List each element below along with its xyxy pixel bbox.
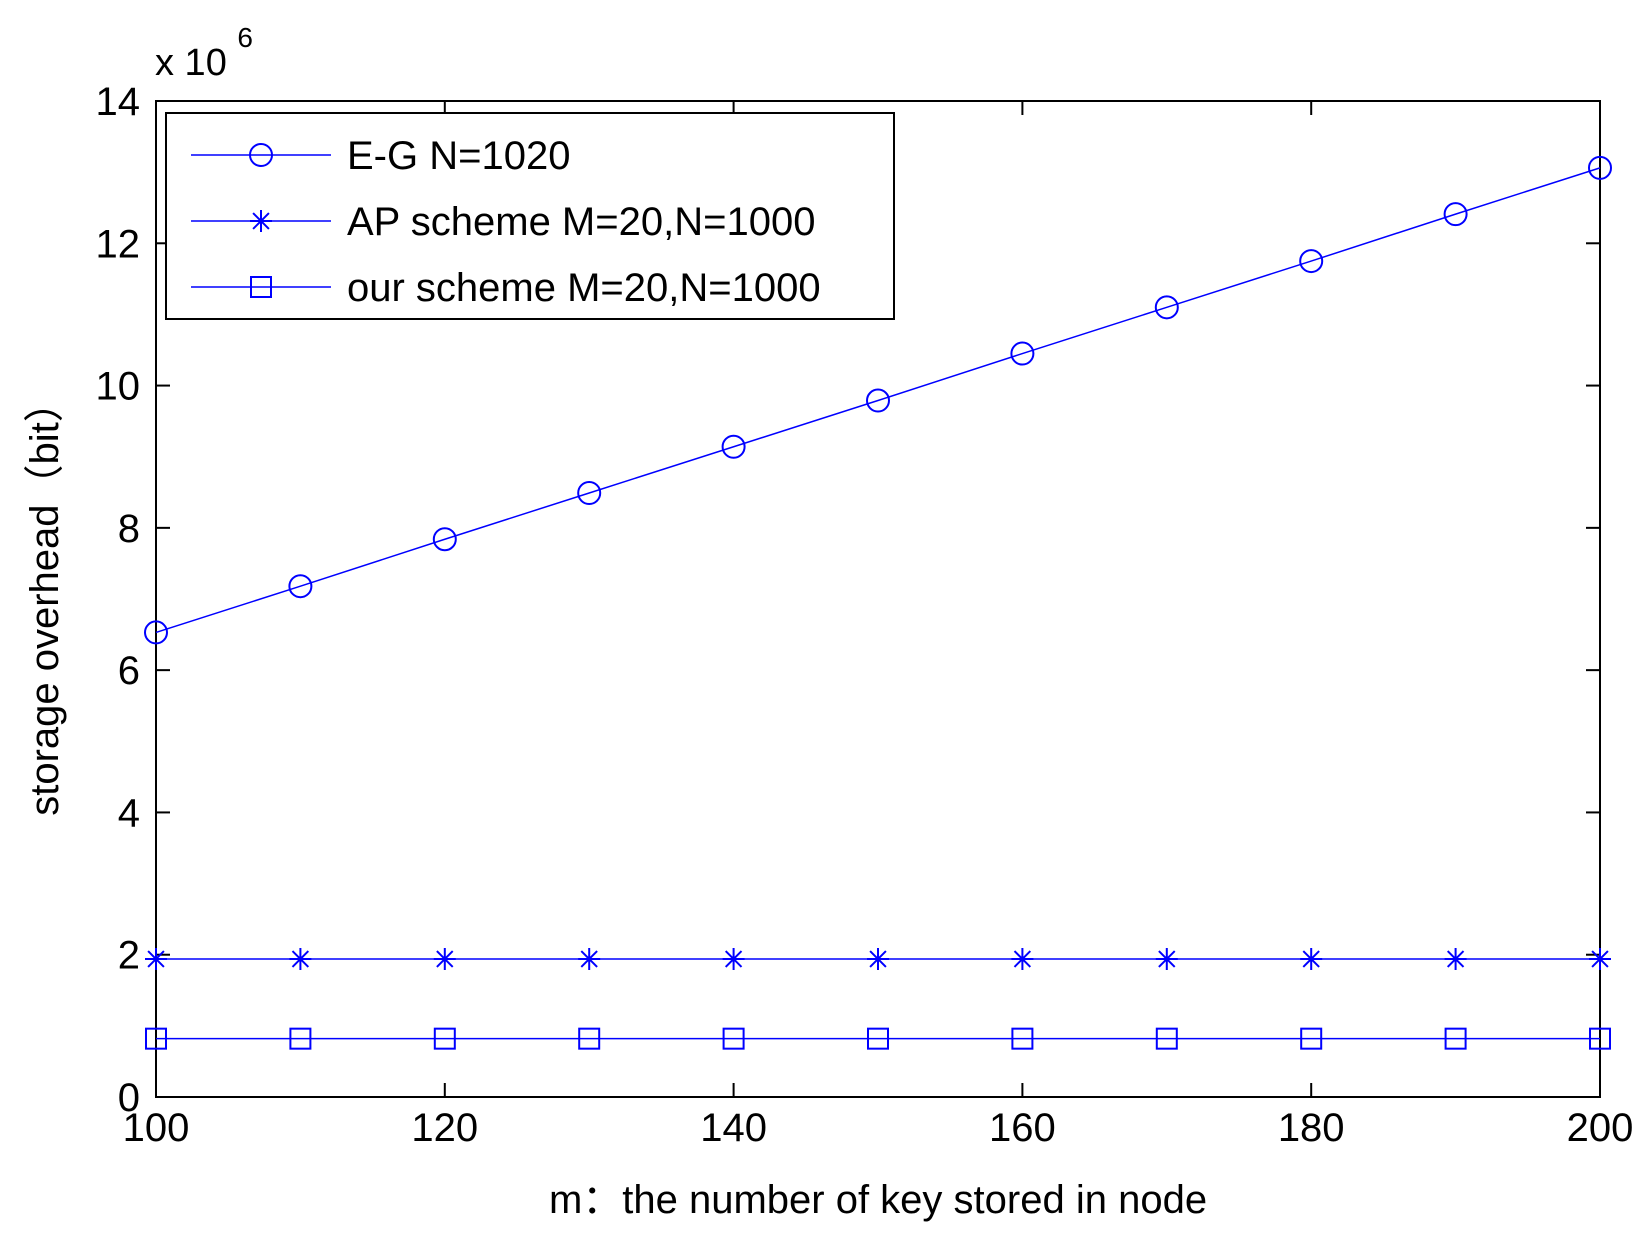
data-point [721, 434, 746, 459]
data-point [577, 480, 602, 505]
x-tick-label: 100 [123, 1106, 190, 1150]
y-tick-label: 8 [118, 507, 140, 551]
y-exponent-power: 6 [237, 22, 253, 53]
data-point [1011, 1027, 1034, 1050]
x-tick-label: 120 [411, 1106, 478, 1150]
series-star [145, 947, 1611, 970]
data-point [144, 620, 168, 645]
data-point [433, 947, 456, 970]
data-point [433, 1027, 456, 1050]
data-point [1011, 947, 1034, 970]
data-point [288, 574, 313, 599]
data-point [1154, 295, 1179, 320]
legend-box [165, 112, 895, 320]
legend-marker [250, 276, 272, 298]
y-tick-label: 12 [96, 222, 141, 266]
data-point [1155, 1027, 1178, 1050]
y-tick-label: 2 [118, 934, 140, 978]
data-point [1300, 1027, 1323, 1050]
data-point [289, 947, 312, 970]
legend-label: our scheme M=20,N=1000 [347, 266, 821, 310]
legend: E-G N=1020 AP scheme M=20,N=1000 our schem… [165, 112, 895, 320]
data-point [1155, 947, 1178, 970]
legend-item: our scheme M=20,N=1000 [191, 266, 821, 310]
legend-label: AP scheme M=20,N=1000 [347, 200, 815, 244]
x-tick-label: 160 [989, 1106, 1056, 1150]
data-point [1444, 947, 1467, 970]
data-point [145, 947, 167, 970]
data-point [289, 1027, 312, 1050]
axis-ticks: 100 120 140 160 180 200 0 2 4 6 8 10 12 14 [96, 80, 1634, 1150]
y-axis-label: storage overhead（bit） [23, 382, 67, 816]
data-point [145, 1027, 167, 1050]
data-point [1589, 947, 1611, 970]
x-tick-label: 140 [700, 1106, 767, 1150]
series-square [145, 1027, 1611, 1050]
legend-marker [249, 143, 273, 167]
data-point [1010, 341, 1035, 366]
x-axis-label: m：the number of key stored in node [549, 1178, 1207, 1222]
data-point [867, 947, 889, 970]
data-point [1299, 249, 1324, 274]
data-point [578, 947, 601, 970]
data-point [578, 1027, 601, 1050]
legend-item: AP scheme M=20,N=1000 [191, 200, 815, 244]
y-tick-label: 4 [118, 791, 140, 835]
data-point [1444, 1027, 1467, 1050]
y-exponent-base: x 10 [155, 42, 227, 84]
data-point [867, 1027, 889, 1050]
data-point [722, 947, 745, 970]
x-tick-label: 180 [1278, 1106, 1345, 1150]
series-layer [144, 155, 1612, 1050]
x-tick-label: 200 [1567, 1106, 1634, 1150]
y-tick-label: 0 [118, 1076, 140, 1120]
data-point [1588, 155, 1612, 180]
y-tick-label: 6 [118, 649, 140, 693]
data-point [722, 1027, 745, 1050]
data-point [866, 388, 890, 413]
y-tick-label: 14 [96, 80, 141, 124]
legend-marker [250, 210, 272, 232]
legend-item: E-G N=1020 [191, 134, 570, 178]
y-exponent-label: x 10 6 [155, 22, 253, 84]
data-point [1300, 947, 1323, 970]
series-circle [144, 155, 1612, 645]
data-point [1443, 202, 1468, 227]
y-tick-label: 10 [96, 365, 141, 409]
series-line [155, 167, 1601, 634]
legend-label: E-G N=1020 [347, 134, 570, 178]
legend-items: E-G N=1020 AP scheme M=20,N=1000 our schem… [191, 134, 821, 310]
data-point [1589, 1027, 1611, 1050]
data-point [432, 527, 457, 552]
